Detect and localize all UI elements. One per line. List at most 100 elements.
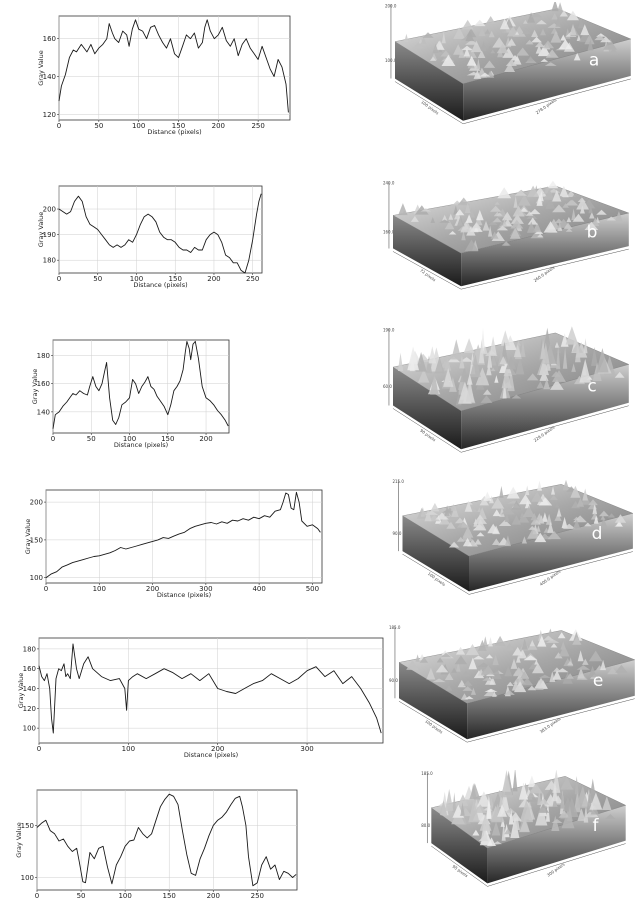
z-max-label: 185.0: [389, 625, 401, 630]
surface-peak: [511, 394, 522, 399]
surface-peak: [505, 59, 517, 66]
surface-peak: [459, 355, 465, 369]
surface-peak: [496, 43, 509, 54]
surface-peak: [477, 662, 491, 668]
surface-peak: [536, 19, 547, 25]
panel-letter: b: [587, 223, 598, 243]
surface-peak: [588, 499, 598, 506]
surface-peak: [504, 62, 516, 72]
surface-peak: [615, 520, 623, 527]
surface-peak: [550, 643, 558, 648]
y-tick-label: 200: [43, 206, 56, 214]
surface-peak: [583, 803, 589, 823]
x-tick-label: 200: [146, 585, 159, 593]
surface-peak: [575, 341, 581, 363]
x-tick-label: 0: [51, 435, 55, 443]
surface-peak: [526, 56, 535, 61]
surface-peak: [576, 497, 585, 507]
surface-peak: [534, 659, 539, 665]
surface-peak: [499, 18, 510, 30]
x-tick-label: 0: [44, 585, 48, 593]
line-plot-2: 0 50 100 150 200 250 180 190 200 Distance (pixels…: [37, 185, 263, 289]
surface-peak: [530, 12, 543, 18]
surface-peak: [543, 635, 554, 641]
surface-peak: [504, 535, 511, 547]
surface-peak: [476, 58, 481, 70]
profile-line: [38, 643, 382, 734]
surface-peak: [542, 512, 548, 522]
surface-peak: [606, 216, 616, 221]
x-tick-label: 100: [132, 122, 145, 130]
surface-peak: [576, 197, 589, 210]
plot-frame: [58, 185, 263, 274]
surface-peak: [465, 644, 480, 656]
surface-peak: [476, 532, 485, 537]
y-tick-label: 160: [23, 665, 36, 673]
surface-peak: [584, 221, 599, 230]
surface-peak: [492, 217, 502, 223]
surface-peak: [596, 209, 607, 215]
surface-peak: [488, 637, 493, 647]
surface-peak: [589, 792, 603, 810]
y-tick-label: 180: [37, 352, 50, 360]
surface-peak: [434, 356, 445, 374]
surface-peak: [552, 667, 561, 672]
surface-peak: [513, 667, 524, 676]
surface-peak: [527, 12, 535, 23]
surface-peak: [486, 363, 492, 376]
surface-peak: [559, 10, 568, 17]
surface-peak: [513, 812, 520, 831]
surface-peak: [536, 525, 541, 532]
surface-peak: [547, 531, 561, 540]
surface-peak: [492, 509, 501, 517]
surface-peak: [565, 228, 573, 232]
surface-peak: [588, 665, 597, 678]
x-tick-label: 200: [199, 435, 212, 443]
surface-peak: [468, 799, 480, 823]
surface-peak: [448, 213, 454, 220]
surface-peak: [454, 655, 468, 665]
x-tick-label: 200: [212, 122, 225, 130]
surface-peak: [511, 500, 522, 510]
surface-peak: [541, 40, 555, 49]
surface-peak: [584, 522, 592, 527]
surface-peak: [484, 688, 498, 692]
surface-peak: [501, 367, 512, 389]
surface-peak: [464, 239, 479, 252]
surface-peak: [436, 657, 444, 663]
surface-peak: [522, 505, 535, 517]
surface-peak: [506, 681, 514, 686]
surface-peak: [473, 804, 487, 813]
surface-peak: [461, 230, 466, 241]
surface-peak: [545, 639, 560, 643]
surface-peak: [545, 799, 550, 822]
surface-peak: [565, 199, 579, 206]
surface-peak: [540, 58, 549, 62]
surface-peak: [579, 358, 591, 383]
z-min-label: 160.0: [383, 230, 395, 235]
surface-peak: [466, 71, 481, 76]
surface-peak: [583, 338, 588, 354]
x-tick-label: 150: [163, 892, 176, 900]
surface-peak: [479, 814, 492, 831]
surface-peak: [537, 790, 542, 805]
surface-peak: [503, 335, 517, 350]
surface-peak: [525, 39, 534, 45]
surface-peak: [551, 819, 563, 823]
surface-peak: [438, 517, 451, 525]
surface-peak: [539, 357, 549, 376]
surface-peak: [607, 667, 618, 675]
x-axis-label: Distance (pixels): [114, 441, 168, 449]
surface-peak: [470, 687, 476, 695]
surface-peak: [522, 27, 531, 34]
surface-peak: [571, 208, 576, 221]
surface-peak: [577, 197, 586, 202]
surface-peak: [477, 507, 482, 512]
y-tick-label: 120: [43, 111, 56, 119]
surface-peak: [598, 510, 609, 517]
surface-peak: [453, 205, 459, 215]
z-min-label: 100.0: [385, 58, 397, 63]
surface-peak: [552, 780, 558, 802]
x-floor-axis-line: [463, 78, 631, 125]
